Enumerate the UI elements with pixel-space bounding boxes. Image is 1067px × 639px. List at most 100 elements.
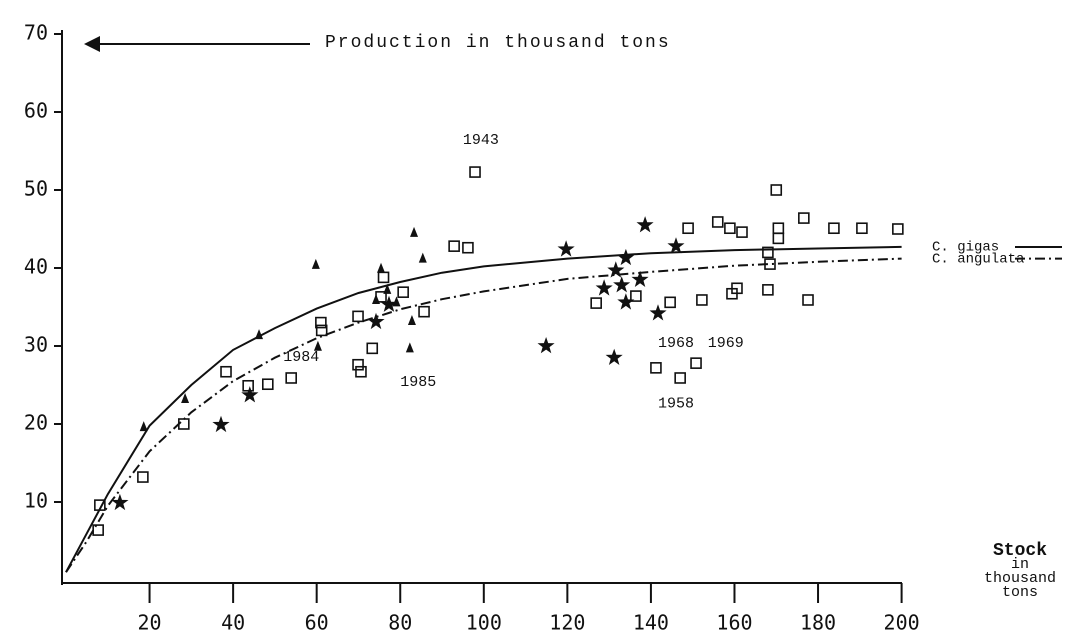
legend-label: C. gigas: [932, 240, 999, 256]
year-annotation: 1958: [658, 396, 694, 413]
curve: [65, 245, 902, 573]
square-point: [92, 524, 104, 536]
square-point: [711, 216, 724, 228]
star-point: [617, 293, 635, 310]
y-tick-label: 70: [24, 21, 48, 45]
x-tick-label: 120: [549, 611, 585, 635]
year-annotation: 1985: [400, 374, 436, 391]
star-point: [605, 348, 623, 365]
square-point: [674, 372, 686, 384]
square-point: [772, 232, 785, 245]
star-point: [212, 415, 230, 433]
square-point: [736, 226, 748, 238]
year-annotation: 1968: [658, 335, 694, 352]
star-point: [111, 493, 129, 511]
star-point: [667, 237, 685, 254]
star-point: [241, 386, 259, 403]
triangle-point: [139, 421, 148, 432]
chart-title: Production in thousand tons: [325, 33, 671, 53]
x-tick-label: 160: [716, 611, 752, 635]
square-point: [352, 358, 364, 371]
star-point: [595, 279, 613, 296]
star-point: [649, 304, 667, 321]
triangle-point: [418, 252, 427, 263]
triangle-point: [181, 393, 190, 404]
square-point: [856, 222, 868, 235]
x-tick-label: 180: [800, 611, 836, 635]
square-point: [448, 240, 460, 252]
y-tick-label: 10: [24, 489, 48, 513]
square-point: [315, 316, 327, 329]
square-point: [630, 290, 642, 302]
y-tick-label: 30: [24, 333, 48, 357]
square-point: [731, 282, 743, 295]
square-point: [828, 222, 840, 235]
triangle-point: [311, 258, 320, 269]
x-tick-label: 100: [466, 611, 502, 635]
square-point: [242, 379, 254, 392]
year-annotation: 1984: [283, 349, 319, 366]
square-point: [892, 223, 904, 235]
square-point: [285, 372, 297, 384]
x-axis-label: in: [1011, 556, 1029, 573]
star-point: [557, 240, 575, 257]
square-point: [762, 246, 774, 259]
square-point: [315, 324, 328, 337]
triangle-point: [405, 342, 414, 353]
star-point: [636, 216, 654, 233]
star-point: [631, 270, 649, 287]
square-point: [664, 296, 676, 309]
triangle-point: [377, 262, 386, 273]
year-annotation: 1943: [463, 132, 499, 149]
square-point: [418, 305, 430, 318]
x-tick-label: 40: [221, 611, 245, 635]
square-point: [724, 222, 736, 235]
y-tick-label: 50: [24, 177, 48, 201]
y-tick-label: 40: [24, 255, 48, 279]
legend-label: C. angulata: [932, 251, 1024, 267]
star-point: [367, 312, 385, 330]
curve: [65, 257, 902, 573]
square-point: [261, 378, 274, 391]
x-tick-label: 200: [884, 611, 920, 635]
square-point: [798, 212, 810, 224]
square-point: [762, 284, 774, 296]
square-point: [770, 184, 783, 196]
x-axis-label: thousand: [984, 570, 1056, 587]
square-point: [802, 294, 814, 306]
square-point: [462, 241, 474, 254]
triangle-point: [410, 226, 419, 237]
star-point: [613, 276, 631, 293]
x-tick-label: 140: [633, 611, 669, 635]
square-point: [377, 271, 390, 284]
square-point: [696, 294, 708, 306]
x-axis-label: tons: [1002, 584, 1038, 601]
square-point: [772, 222, 785, 235]
y-tick-label: 20: [24, 411, 48, 435]
square-point: [590, 297, 602, 309]
y-tick-label: 60: [24, 99, 48, 123]
year-annotation: 1969: [708, 335, 744, 352]
square-point: [355, 365, 367, 378]
arrow-head: [84, 36, 100, 52]
square-point: [137, 471, 149, 483]
triangle-point: [407, 315, 416, 326]
x-axis-label: Stock: [993, 541, 1047, 561]
square-point: [366, 342, 379, 355]
triangle-point: [372, 293, 381, 304]
star-point: [617, 248, 635, 266]
x-tick-label: 20: [138, 611, 162, 635]
square-point: [650, 362, 662, 374]
square-point: [352, 310, 364, 323]
triangle-point: [313, 340, 322, 351]
square-point: [178, 418, 190, 430]
star-point: [607, 261, 625, 278]
square-point: [690, 357, 702, 369]
square-point: [397, 286, 409, 298]
square-point: [682, 222, 694, 235]
x-tick-label: 60: [305, 611, 329, 635]
triangle-point: [383, 283, 392, 294]
square-point: [469, 166, 481, 178]
star-point: [380, 295, 398, 312]
